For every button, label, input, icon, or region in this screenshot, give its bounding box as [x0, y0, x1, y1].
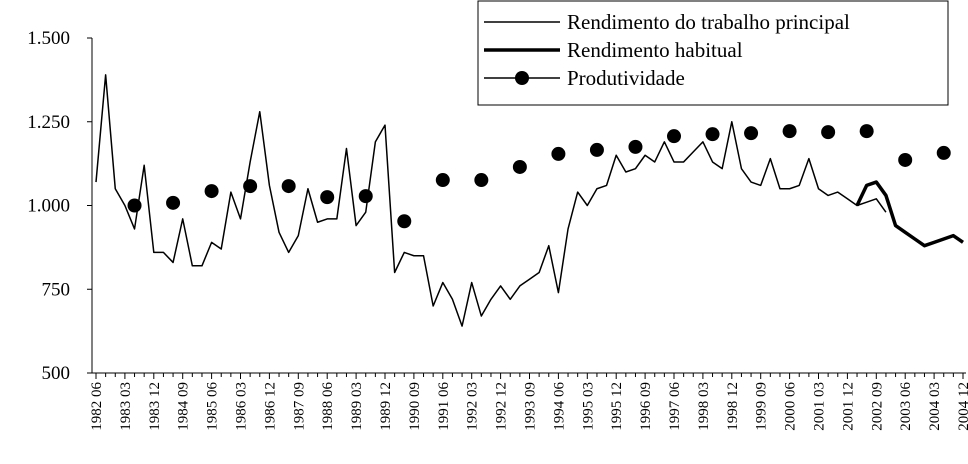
x-tick-label: 1989 03 [349, 382, 365, 431]
series-line [855, 180, 964, 248]
x-tick-label: 1992 03 [465, 382, 481, 431]
series-line [95, 74, 887, 327]
data-point [358, 189, 373, 204]
data-point [898, 152, 913, 167]
x-tick-label: 2002 09 [869, 382, 885, 431]
x-tick-label: 1997 06 [667, 382, 683, 431]
data-point [127, 198, 142, 213]
x-tick-label: 1992 12 [494, 382, 510, 431]
x-tick-label: 2003 06 [898, 382, 914, 431]
x-tick-label: 1984 09 [176, 382, 192, 431]
x-tick-label: 1989 12 [378, 382, 394, 431]
data-point [859, 124, 874, 139]
x-tick-label: 1982 06 [89, 382, 105, 431]
legend-box [477, 0, 949, 106]
data-point [705, 127, 720, 142]
data-point [474, 173, 489, 188]
y-tick-label: 1.500 [27, 28, 70, 49]
data-point [589, 142, 604, 157]
x-tick-label: 1995 03 [580, 382, 596, 431]
data-point [204, 184, 219, 199]
x-tick-label: 2000 06 [783, 382, 799, 431]
data-point [320, 190, 335, 205]
x-tick-label: 1983 12 [147, 382, 163, 431]
x-tick-label: 2004 12 [956, 382, 968, 431]
x-tick-label: 1988 06 [320, 382, 336, 431]
x-tick-label: 1986 12 [262, 382, 278, 431]
x-tick-label: 2004 03 [927, 382, 943, 431]
x-tick-label: 1983 03 [118, 382, 134, 431]
y-tick-label: 1.000 [27, 196, 70, 217]
data-point [281, 179, 296, 194]
data-point [667, 129, 681, 144]
legend-label: Produtividade [567, 66, 685, 90]
y-tick-label: 1.250 [27, 112, 70, 133]
x-tick-label: 1987 09 [291, 382, 307, 431]
x-tick-label: 1993 09 [523, 382, 539, 431]
data-point [435, 173, 450, 188]
x-tick-label: 1995 12 [609, 382, 625, 431]
y-tick-label: 750 [42, 279, 71, 300]
data-point [166, 195, 181, 210]
data-point [628, 139, 643, 154]
legend-label: Rendimento habitual [567, 38, 743, 62]
x-tick-label: 1991 06 [436, 382, 452, 431]
data-point [397, 214, 412, 229]
x-tick-label: 1986 03 [234, 382, 250, 431]
data-point [243, 179, 258, 194]
x-tick-label: 2001 12 [840, 382, 856, 431]
x-tick-label: 1998 03 [696, 382, 712, 431]
data-point [821, 125, 836, 140]
x-tick-label: 2001 03 [812, 382, 828, 431]
y-tick-label: 500 [42, 363, 71, 384]
data-point [551, 146, 566, 161]
legend-marker [515, 71, 529, 85]
data-point [936, 145, 951, 160]
data-point [512, 159, 527, 174]
x-tick-label: 1990 09 [407, 382, 423, 431]
x-tick-label: 1994 06 [551, 382, 567, 431]
x-tick-label: 1996 09 [638, 382, 654, 431]
x-tick-label: 1998 12 [725, 382, 741, 431]
x-tick-label: 1985 06 [205, 382, 221, 431]
x-tick-label: 1999 09 [754, 382, 770, 431]
data-point [782, 124, 797, 139]
legend-label: Rendimento do trabalho principal [567, 10, 850, 34]
data-point [744, 126, 759, 141]
